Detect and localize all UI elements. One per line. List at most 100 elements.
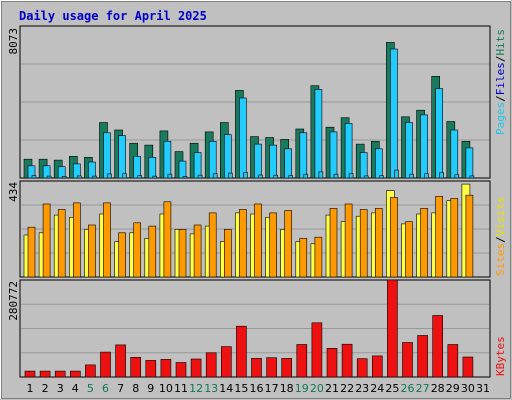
x-tick-day-9: 9 [147, 382, 154, 395]
bar-files-day-13 [208, 141, 217, 179]
bar-files-day-26 [405, 122, 413, 179]
x-tick-day-10: 10 [159, 382, 173, 395]
x-tick-day-18: 18 [280, 382, 294, 395]
x-tick-day-23: 23 [355, 382, 369, 395]
bar-files-day-11 [178, 160, 187, 179]
x-tick-day-11: 11 [174, 382, 188, 395]
bar-pages-day-23 [363, 175, 369, 179]
bar-files-day-5 [88, 161, 96, 179]
ymax-label-kbytes: 280772 [7, 281, 20, 321]
bar-sites-day-13 [208, 212, 217, 278]
bar-pages-day-8 [137, 175, 142, 179]
bar-kbytes-day-26 [402, 342, 413, 378]
x-tick-day-27: 27 [416, 382, 430, 395]
bar-kbytes-day-17 [266, 357, 277, 378]
bar-kbytes-day-7 [115, 344, 126, 378]
x-tick-day-5: 5 [87, 382, 94, 395]
bar-files-day-14 [224, 134, 232, 179]
bar-pages-day-14 [228, 172, 233, 179]
bar-sites-day-3 [57, 209, 66, 278]
x-tick-day-16: 16 [250, 382, 264, 395]
bar-files-day-4 [73, 163, 81, 179]
bar-files-day-10 [163, 141, 172, 179]
bar-pages-day-5 [92, 175, 97, 179]
bar-files-day-17 [269, 144, 277, 179]
bar-pages-day-11 [182, 176, 188, 179]
bar-sites-day-30 [465, 194, 474, 278]
x-tick-day-7: 7 [117, 382, 124, 395]
bar-pages-day-25 [394, 169, 399, 179]
bar-kbytes-day-1 [24, 370, 36, 378]
bar-pages-day-1 [31, 175, 37, 179]
bar-kbytes-day-6 [100, 351, 111, 378]
bar-sites-day-8 [133, 222, 141, 278]
bar-sites-day-16 [254, 203, 262, 278]
bar-sites-day-26 [405, 221, 413, 278]
bar-pages-day-3 [61, 176, 67, 179]
bar-files-day-18 [284, 148, 293, 179]
bar-files-day-20 [314, 89, 323, 179]
x-tick-day-8: 8 [132, 382, 139, 395]
x-tick-day-13: 13 [204, 382, 218, 395]
bar-files-day-22 [344, 123, 353, 179]
x-tick-day-19: 19 [295, 382, 309, 395]
bar-pages-day-6 [107, 173, 112, 179]
legend-kbytes-label: KBytes [494, 336, 507, 376]
bar-pages-day-24 [378, 175, 384, 179]
bar-files-day-27 [420, 114, 428, 179]
legend-kbytes: KBytes [494, 336, 507, 376]
bar-kbytes-day-22 [341, 343, 353, 378]
bar-kbytes-day-18 [281, 357, 293, 378]
bar-sites-day-11 [178, 229, 187, 278]
x-tick-day-30: 30 [461, 382, 475, 395]
bar-kbytes-day-8 [130, 356, 141, 378]
bar-sites-day-9 [148, 225, 157, 278]
bar-files-day-6 [103, 132, 111, 179]
bar-pages-day-19 [303, 173, 309, 179]
bar-files-day-8 [133, 156, 141, 179]
bar-sites-day-21 [329, 208, 338, 278]
x-tick-labels: 1 2 3 4 5 6 7 8 9 10 11 12 13 14 15 16 17 18 19 20 21 22 23 24 2… [27, 382, 491, 395]
legend-sep: / [494, 236, 507, 243]
bar-files-day-3 [57, 166, 66, 179]
bar-sites-day-27 [420, 208, 428, 278]
bar-kbytes-day-16 [251, 357, 262, 378]
bar-sites-day-10 [163, 201, 172, 278]
bar-sites-day-22 [344, 203, 353, 278]
bar-pages-day-29 [454, 174, 460, 179]
bar-kbytes-day-14 [221, 346, 232, 378]
bar-files-day-1 [27, 165, 36, 179]
legend-sites: Sites [494, 243, 507, 276]
legend-sep-2: / [494, 56, 507, 63]
legend-visits-sites: Sites/Visits [494, 197, 507, 277]
bar-pages-day-28 [439, 172, 445, 179]
bar-kbytes-day-9 [145, 360, 157, 378]
bar-pages-day-27 [424, 173, 429, 179]
x-tick-day-17: 17 [265, 382, 279, 395]
bar-pages-day-15 [243, 172, 248, 179]
bars-hits-files-pages [23, 42, 475, 179]
bar-kbytes-day-19 [296, 344, 308, 378]
bar-pages-day-7 [122, 173, 127, 179]
x-tick-day-25: 25 [385, 382, 399, 395]
bar-files-day-16 [254, 143, 262, 179]
bar-sites-day-14 [224, 229, 232, 278]
bar-files-day-12 [193, 152, 202, 179]
bar-sites-day-29 [450, 198, 459, 278]
x-tick-day-29: 29 [446, 382, 460, 395]
legend-sep-1: / [494, 95, 507, 102]
legend-files: Files [494, 62, 507, 95]
x-tick-day-1: 1 [27, 382, 34, 395]
bar-files-day-15 [239, 97, 247, 179]
bar-files-day-24 [374, 148, 383, 179]
legend-visits: Visits [494, 197, 507, 237]
x-tick-day-3: 3 [57, 382, 64, 395]
bar-kbytes-day-28 [432, 315, 444, 378]
bar-pages-day-30 [469, 175, 475, 179]
bar-kbytes-day-21 [326, 347, 338, 378]
bar-kbytes-day-5 [85, 364, 96, 378]
bar-sites-day-20 [314, 236, 323, 278]
bar-pages-day-2 [46, 175, 52, 179]
bar-kbytes-day-24 [371, 355, 383, 378]
